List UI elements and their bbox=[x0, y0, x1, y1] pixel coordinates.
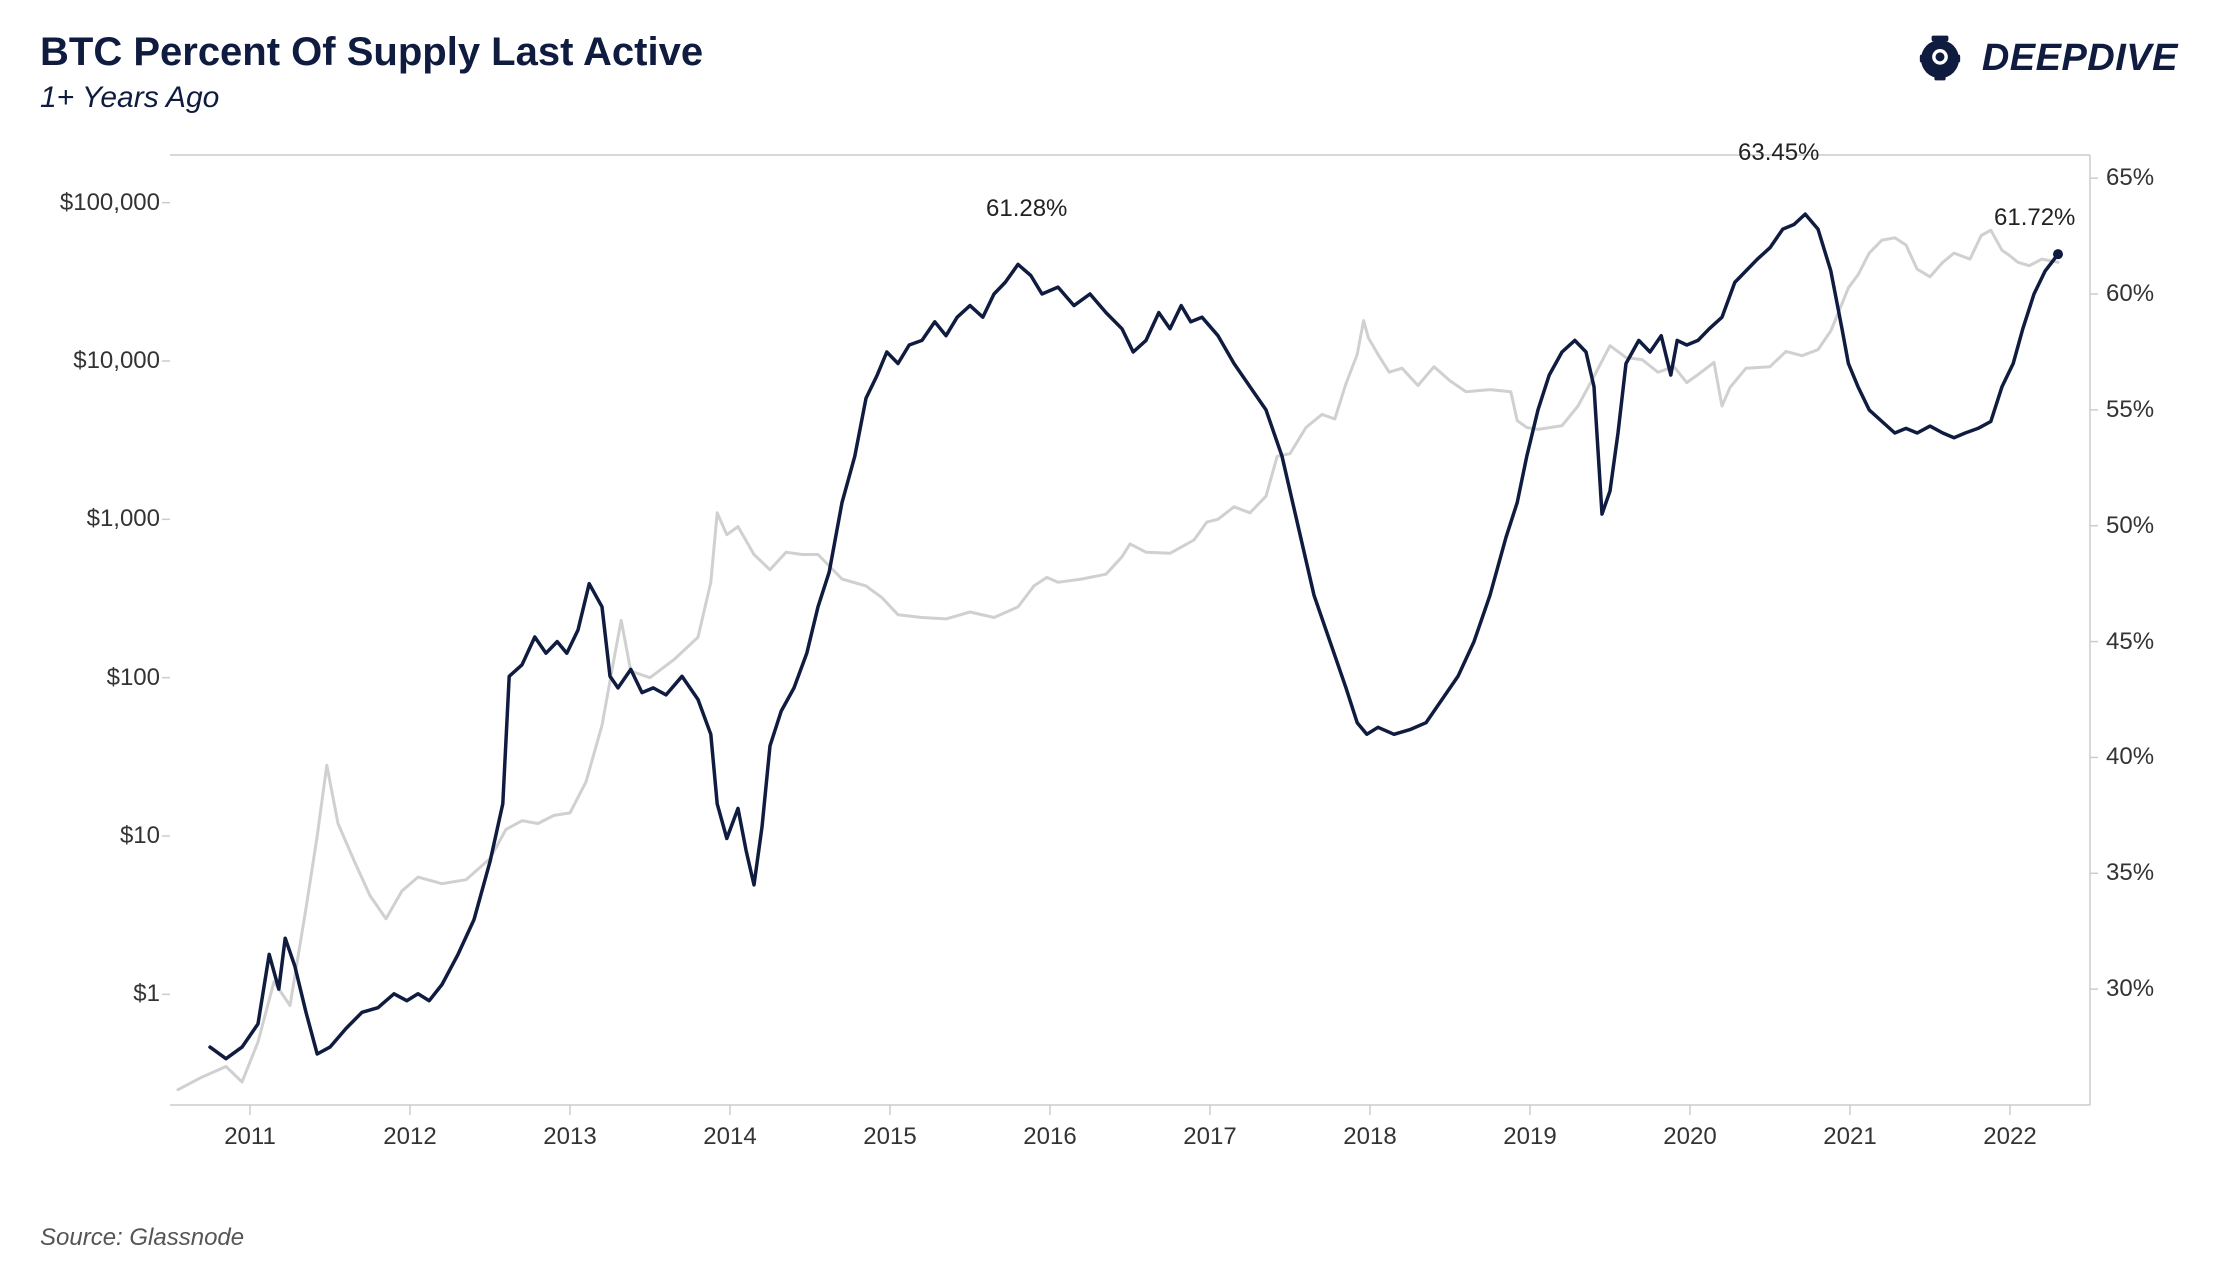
chart-subtitle: 1+ Years Ago bbox=[40, 81, 703, 115]
diver-helmet-icon bbox=[1912, 30, 1968, 86]
chart-title: BTC Percent Of Supply Last Active bbox=[40, 30, 703, 75]
chart-annotation: 61.28% bbox=[986, 195, 1067, 223]
y-left-tick-label: $10,000 bbox=[40, 347, 160, 375]
y-right-tick-label: 35% bbox=[2106, 859, 2186, 887]
x-tick-label: 2011 bbox=[210, 1123, 290, 1151]
y-left-tick-label: $100 bbox=[40, 664, 160, 692]
x-tick-label: 2016 bbox=[1010, 1123, 1090, 1151]
y-left-tick-label: $10 bbox=[40, 822, 160, 850]
y-right-tick-label: 65% bbox=[2106, 164, 2186, 192]
y-left-tick-label: $1,000 bbox=[40, 505, 160, 533]
pct-series-line bbox=[210, 214, 2058, 1059]
x-tick-label: 2017 bbox=[1170, 1123, 1250, 1151]
x-tick-label: 2013 bbox=[530, 1123, 610, 1151]
x-tick-label: 2022 bbox=[1970, 1123, 2050, 1151]
chart-area: 2011 2012 2013 2014 2015 2016 2017 2018 2019 2020… bbox=[40, 145, 2170, 1165]
source-attribution: Source: Glassnode bbox=[40, 1224, 244, 1252]
series-end-marker bbox=[2053, 249, 2063, 259]
x-tick-label: 2019 bbox=[1490, 1123, 1570, 1151]
x-tick-label: 2014 bbox=[690, 1123, 770, 1151]
y-left-tick-label: $100,000 bbox=[40, 189, 160, 217]
y-right-tick-label: 40% bbox=[2106, 743, 2186, 771]
header: BTC Percent Of Supply Last Active 1+ Yea… bbox=[40, 30, 2178, 115]
x-tick-label: 2018 bbox=[1330, 1123, 1410, 1151]
x-tick-label: 2015 bbox=[850, 1123, 930, 1151]
chart-annotation: 61.72% bbox=[1994, 204, 2075, 232]
y-right-tick-label: 30% bbox=[2106, 975, 2186, 1003]
y-left-tick-label: $1 bbox=[40, 980, 160, 1008]
brand-logo: DEEPDIVE bbox=[1912, 30, 2178, 86]
y-right-tick-label: 60% bbox=[2106, 280, 2186, 308]
brand-logo-text: DEEPDIVE bbox=[1982, 37, 2178, 80]
x-tick-label: 2020 bbox=[1650, 1123, 1730, 1151]
y-right-tick-label: 45% bbox=[2106, 628, 2186, 656]
x-tick-label: 2021 bbox=[1810, 1123, 1890, 1151]
y-right-tick-label: 55% bbox=[2106, 396, 2186, 424]
y-right-tick-label: 50% bbox=[2106, 512, 2186, 540]
x-tick-label: 2012 bbox=[370, 1123, 450, 1151]
chart-annotation: 63.45% bbox=[1738, 139, 1819, 167]
price-series-line bbox=[178, 230, 2058, 1089]
